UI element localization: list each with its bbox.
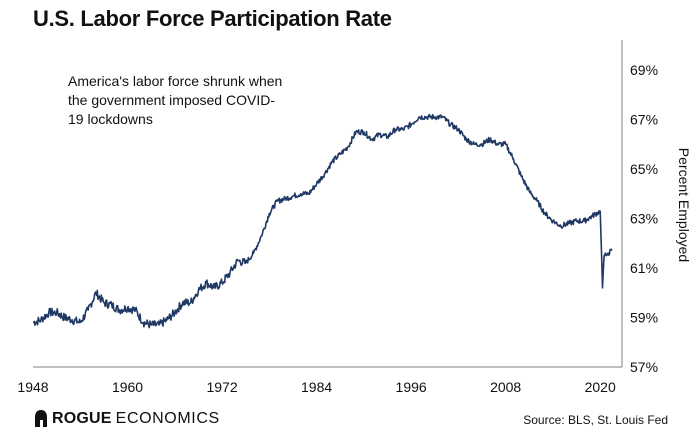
y-ticks: 57% 59% 61% 63% 65% 67% 69% [630,62,658,375]
chart-annotation: America's labor force shrunk when the go… [68,72,318,129]
y-tick-label: 65% [630,161,658,177]
x-tick-label: 1972 [206,379,237,395]
y-axis-label: Percent Employed [676,148,692,262]
x-tick-label: 1948 [17,379,48,395]
x-tick-label: 1984 [301,379,332,395]
x-tick-label: 2008 [490,379,521,395]
annotation-line: 19 lockdowns [68,111,153,127]
x-ticks: 1948 1960 1972 1984 1996 2008 2020 [17,379,616,395]
x-tick-label: 1996 [396,379,427,395]
y-tick-label: 67% [630,112,658,128]
source-note: Source: BLS, St. Louis Fed [523,413,668,427]
annotation-line: the government imposed COVID- [68,92,275,108]
annotation-line: America's labor force shrunk when [68,73,283,89]
y-tick-label: 57% [630,359,658,375]
chart-title: U.S. Labor Force Participation Rate [33,6,392,31]
helmet-icon [35,410,47,427]
y-tick-label: 69% [630,62,658,78]
y-tick-label: 61% [630,260,658,276]
y-tick-label: 63% [630,211,658,227]
x-tick-label: 1960 [112,379,143,395]
logo-text-bold: ROGUE [52,410,112,427]
rogue-economics-logo: ROGUE ECONOMICS [34,408,220,430]
logo-text-light: ECONOMICS [115,410,220,427]
x-tick-label: 2020 [585,379,616,395]
y-tick-label: 59% [630,310,658,326]
series-line [32,113,613,329]
